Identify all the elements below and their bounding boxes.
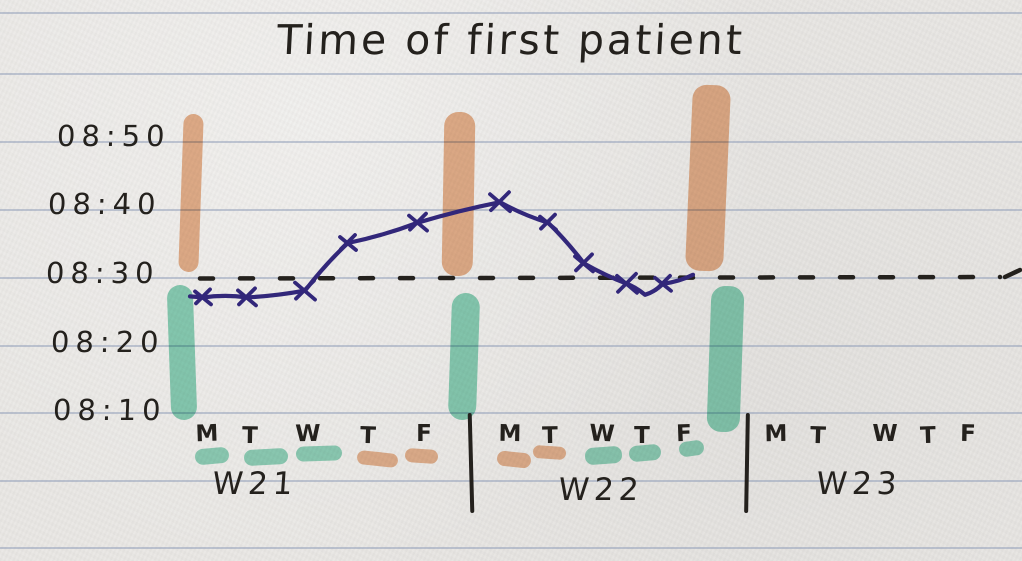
x-axis-day-label: M — [498, 420, 522, 448]
x-axis-day-label: T — [809, 422, 827, 450]
ruled-line — [0, 345, 1022, 347]
x-axis-day-label: T — [241, 422, 259, 450]
day-highlight-mark-orange — [532, 444, 567, 461]
week-label-w23: W23 — [815, 466, 903, 502]
ruled-line — [0, 73, 1022, 75]
ruled-line — [0, 277, 1022, 279]
week-label-w21: W21 — [211, 466, 299, 502]
data-point-x — [338, 233, 358, 252]
ruled-line — [0, 480, 1022, 482]
data-point-x — [488, 190, 512, 214]
data-point-x — [293, 278, 317, 302]
x-axis-day-label: W — [295, 420, 321, 448]
data-point-x — [653, 273, 673, 293]
data-point-x — [407, 211, 429, 233]
data-point-x — [615, 271, 639, 295]
reference-line-0830 — [197, 274, 1003, 281]
x-axis-day-label: M — [764, 420, 788, 448]
data-point-x — [573, 252, 595, 274]
x-axis-day-label: F — [416, 421, 432, 447]
x-axis-day-label: F — [959, 420, 977, 448]
ruled-line — [0, 547, 1022, 549]
ruled-line — [0, 141, 1022, 143]
data-point-x — [193, 287, 213, 307]
x-axis-day-label: T — [634, 423, 650, 449]
x-axis-day-label: W — [872, 421, 898, 447]
data-point-x — [236, 286, 258, 308]
day-highlight-mark-teal — [295, 445, 343, 462]
data-point-x — [538, 212, 558, 232]
week-label-w22: W22 — [557, 472, 645, 508]
day-highlight-mark-teal — [584, 445, 623, 466]
reference-line-end-tick — [1002, 267, 1022, 280]
x-axis-day-label: M — [195, 420, 219, 448]
x-axis-day-label: W — [588, 420, 616, 448]
day-highlight-mark-orange — [404, 447, 439, 465]
x-axis-day-label: T — [919, 422, 937, 450]
data-line — [187, 200, 696, 300]
x-axis-day-label: T — [359, 422, 377, 450]
day-highlight-mark-teal — [243, 447, 289, 467]
ruled-line — [0, 12, 1022, 14]
ruled-line — [0, 412, 1022, 414]
